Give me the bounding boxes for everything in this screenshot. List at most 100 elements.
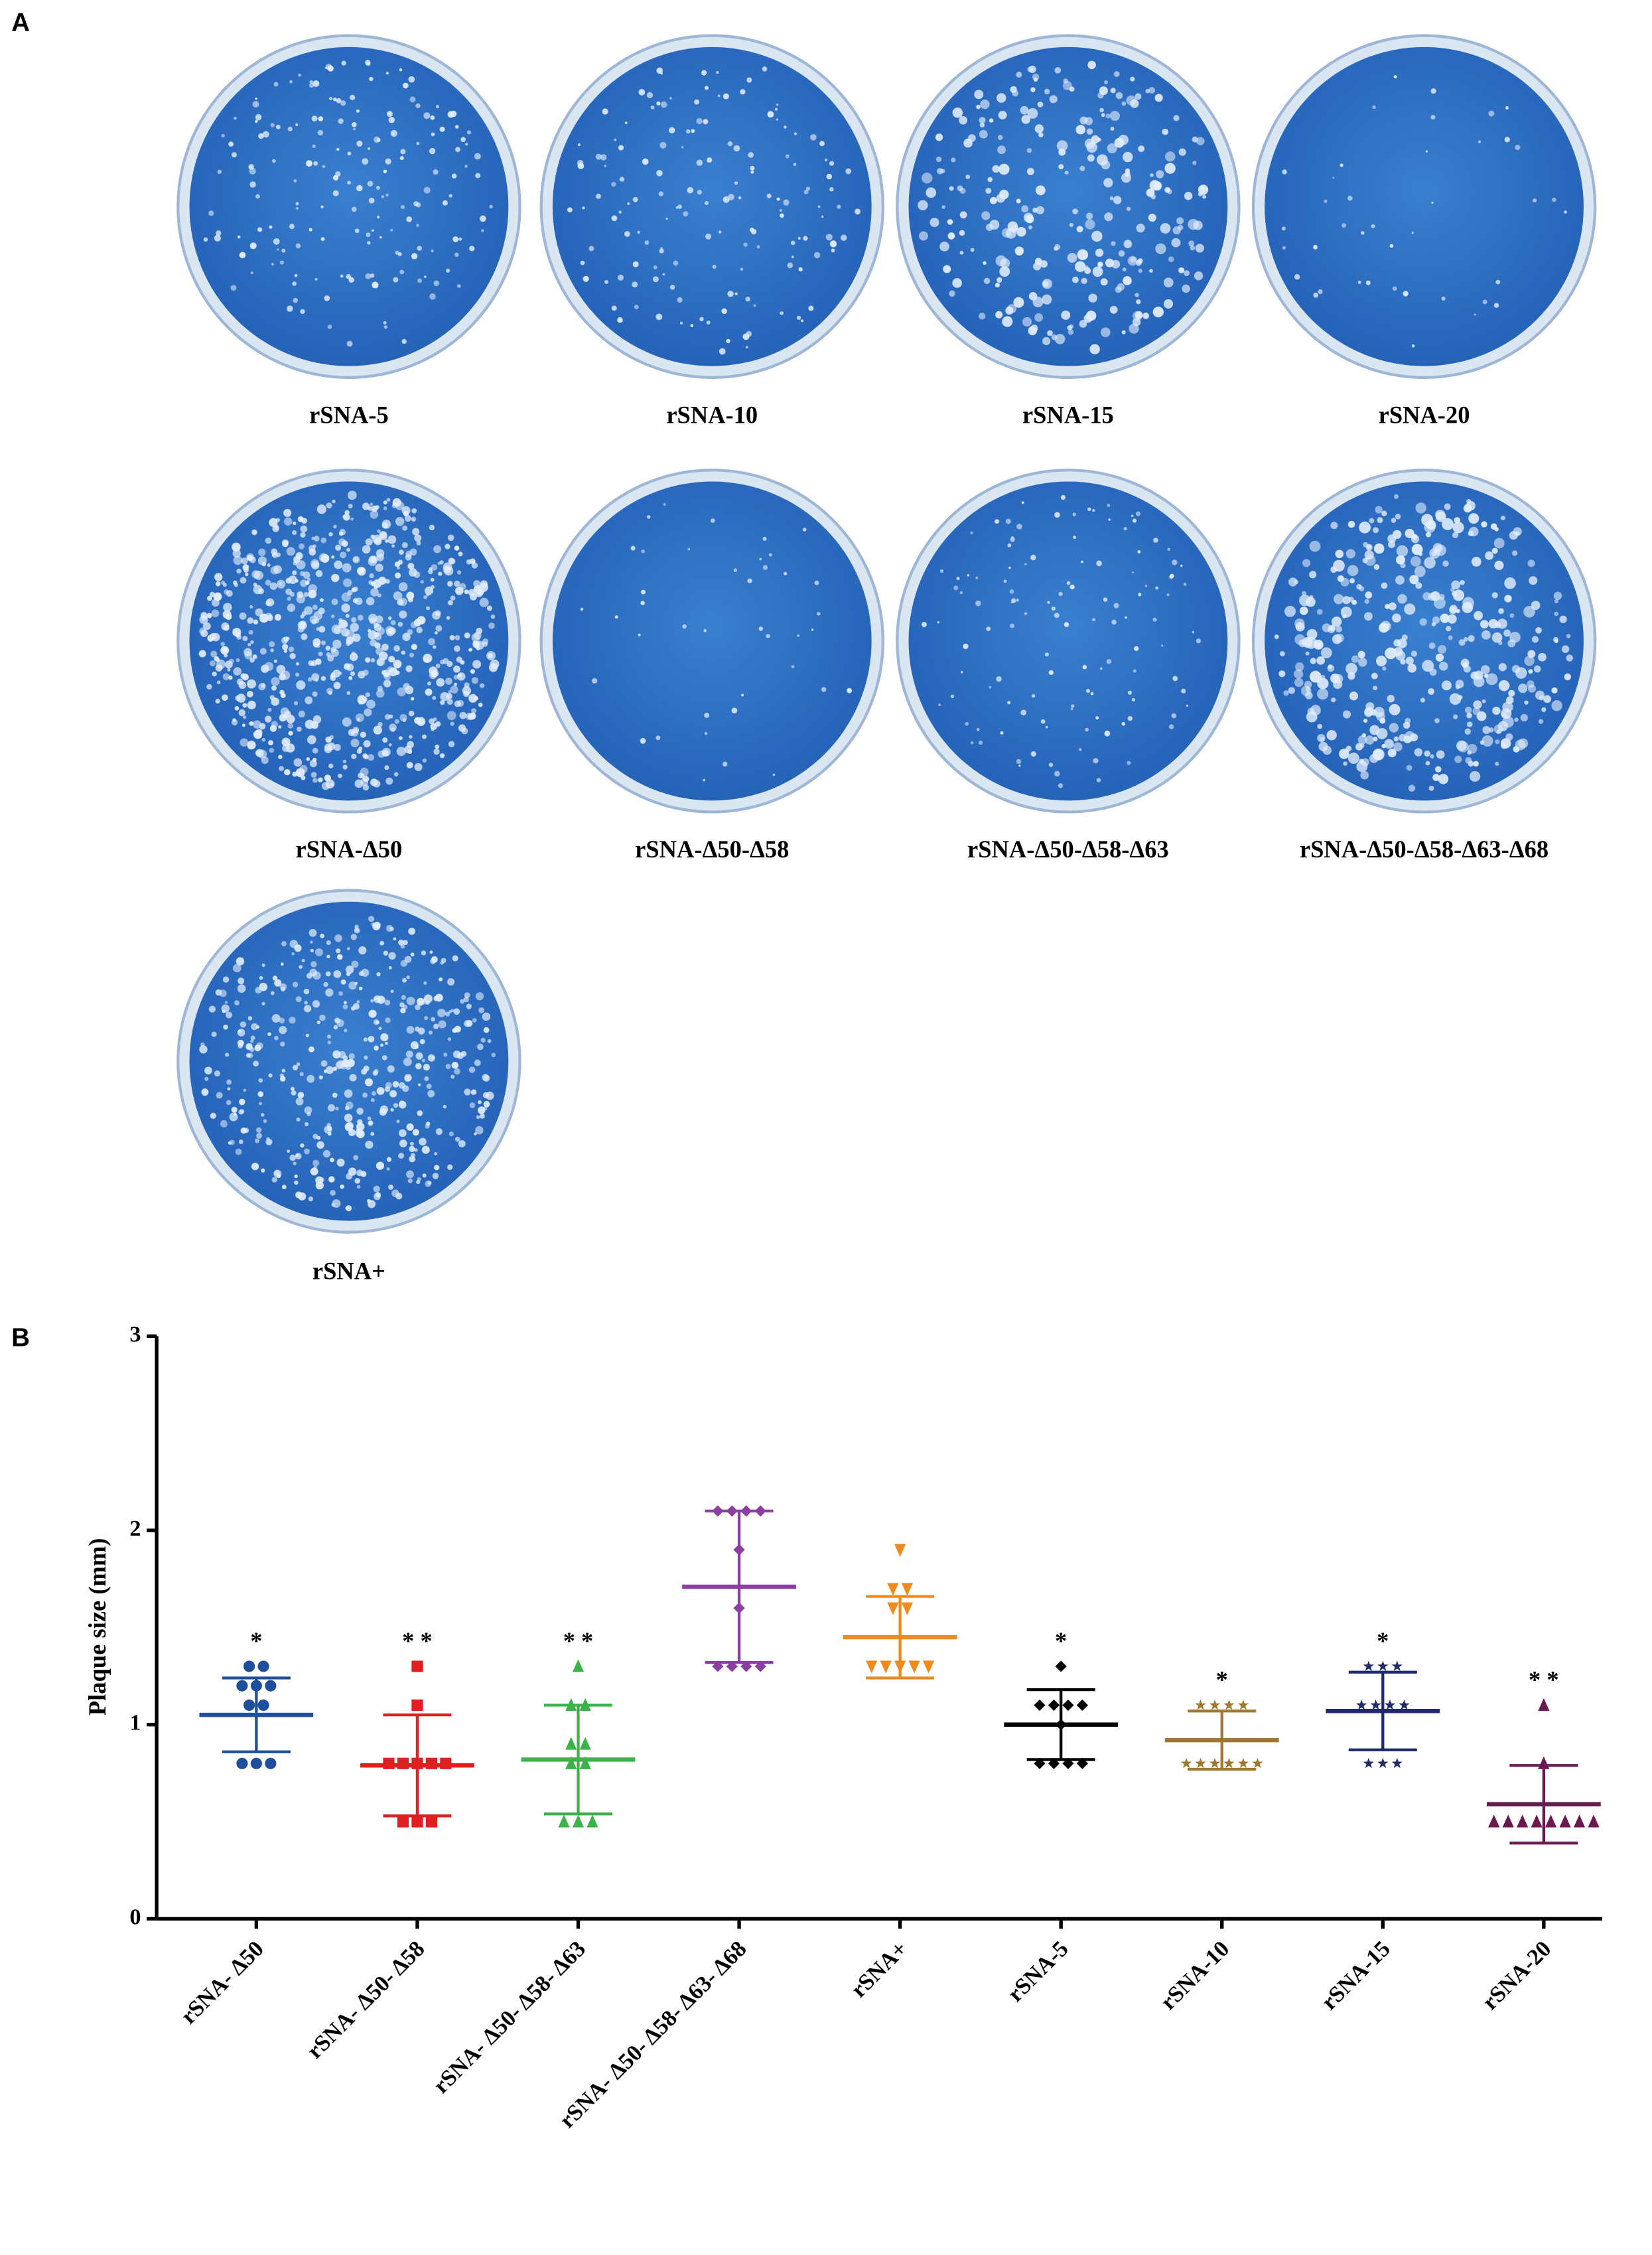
plaque <box>460 660 465 665</box>
plaque <box>385 1017 391 1023</box>
plaque <box>200 629 208 637</box>
plaque <box>1164 186 1171 193</box>
plaque <box>221 622 230 631</box>
plaque <box>1310 658 1316 664</box>
plaque <box>1071 704 1075 708</box>
plaque <box>1482 726 1491 735</box>
plaque <box>253 619 259 625</box>
plaque <box>1452 589 1465 601</box>
plaque <box>249 657 255 663</box>
plaque <box>313 161 318 166</box>
plaque <box>247 554 253 561</box>
plaque <box>390 620 396 626</box>
plaque <box>430 958 437 964</box>
plaque <box>1040 719 1046 724</box>
plaque <box>450 1074 455 1079</box>
plaque <box>388 117 395 123</box>
plaque <box>365 657 371 663</box>
plaque <box>673 260 679 266</box>
plaque <box>1317 678 1329 690</box>
plaque <box>1075 261 1086 272</box>
plaque <box>1054 613 1060 618</box>
plaque <box>279 1041 285 1047</box>
plaque <box>396 747 406 757</box>
plaque <box>401 542 408 548</box>
plaque <box>364 708 372 717</box>
plaque <box>375 505 379 510</box>
plaque <box>655 735 661 741</box>
plaque <box>398 1082 405 1089</box>
plaque <box>272 159 276 163</box>
plaque <box>1391 518 1397 523</box>
plaque <box>445 1011 450 1017</box>
plaque <box>385 1041 388 1045</box>
plaque <box>319 1014 326 1021</box>
plaque <box>216 230 222 236</box>
plaque <box>614 139 617 141</box>
plaque <box>1040 260 1048 268</box>
plaque <box>1340 577 1349 587</box>
plaque <box>475 992 484 1001</box>
plaque <box>1541 707 1547 712</box>
plaque <box>220 1120 228 1128</box>
data-point <box>1237 1757 1249 1769</box>
plaque <box>488 622 495 629</box>
plaque <box>366 232 371 238</box>
plaque <box>1493 538 1505 549</box>
plaque <box>333 970 342 978</box>
plaque <box>415 1062 422 1070</box>
plaque <box>1027 66 1034 72</box>
plaque <box>454 645 460 652</box>
plaque <box>1127 761 1131 765</box>
plaque <box>1322 745 1332 755</box>
plaque <box>269 725 277 732</box>
plaque <box>239 252 246 259</box>
plaque <box>294 1174 298 1179</box>
plaque <box>450 595 456 601</box>
plaque <box>301 518 308 524</box>
plaque <box>350 671 356 676</box>
plaque <box>1431 201 1434 204</box>
plaque <box>396 1120 400 1124</box>
plaque <box>282 744 290 753</box>
plaque <box>316 1141 324 1149</box>
plaque <box>380 1043 383 1047</box>
plaque <box>1345 662 1357 675</box>
plaque <box>748 152 754 158</box>
plaque <box>1481 699 1486 703</box>
plaque <box>340 274 344 278</box>
plaque <box>656 101 661 106</box>
plaque <box>491 1053 496 1058</box>
plaque <box>939 569 944 573</box>
plaque <box>249 181 256 188</box>
plaque <box>1551 700 1562 711</box>
plaque <box>855 208 861 215</box>
plaque <box>696 117 703 125</box>
plaque <box>1020 106 1029 115</box>
plaque <box>390 129 397 137</box>
plaque <box>1320 647 1332 659</box>
plaque <box>223 603 232 612</box>
plaque <box>393 660 402 669</box>
plaque <box>299 543 305 549</box>
plaque <box>1168 256 1174 263</box>
plaque <box>217 680 221 684</box>
plaque <box>300 532 306 538</box>
plaque <box>312 144 316 149</box>
plaque <box>704 732 708 735</box>
plaque <box>442 200 448 206</box>
plaque <box>406 975 410 980</box>
plaque <box>802 528 807 532</box>
plaque <box>995 519 999 524</box>
plaque <box>487 1039 492 1043</box>
plaque <box>1364 612 1373 621</box>
plaque <box>366 699 376 709</box>
plaque <box>1192 630 1195 634</box>
plaque <box>454 1068 460 1075</box>
plaque <box>703 778 706 782</box>
plaque <box>326 940 331 946</box>
plaque <box>1529 576 1538 585</box>
plaque <box>1393 736 1399 742</box>
plaque <box>385 924 393 932</box>
